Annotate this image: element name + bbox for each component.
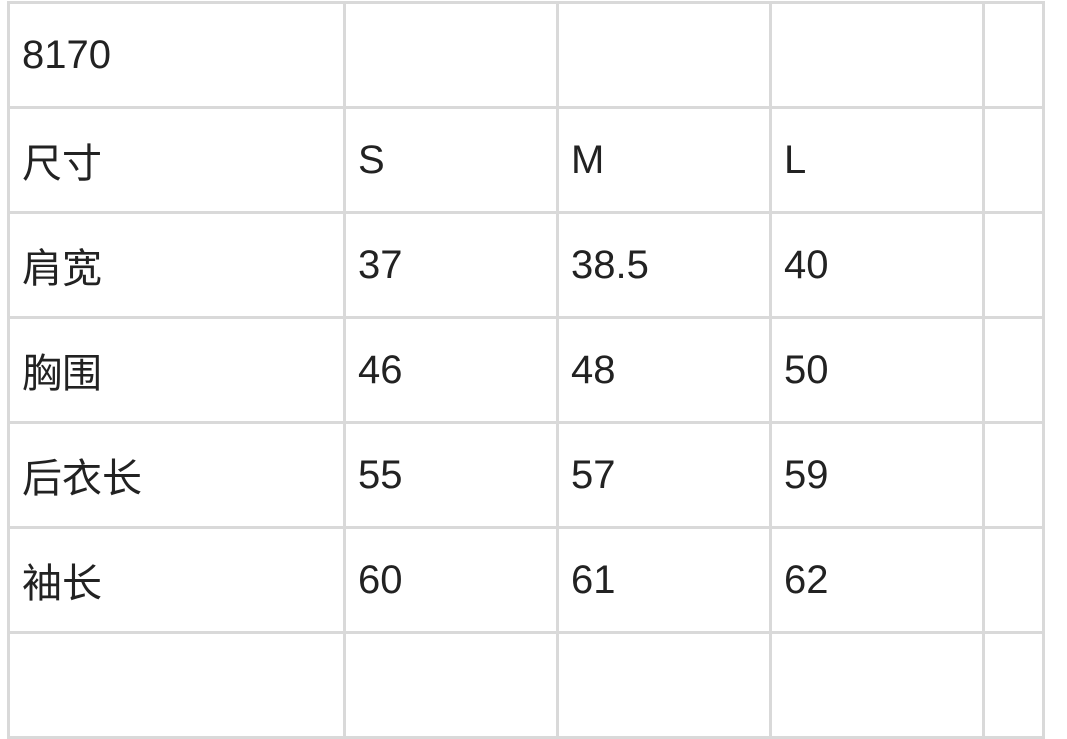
table-cell[interactable] xyxy=(982,631,1045,739)
table-row xyxy=(7,631,1045,739)
table-row: 尺寸 S M L xyxy=(7,106,1045,214)
table-cell[interactable]: 肩宽 xyxy=(7,211,346,319)
table-cell[interactable]: 袖长 xyxy=(7,526,346,634)
table-cell[interactable] xyxy=(556,1,772,109)
size-chart-table: 8170 尺寸 S M L 肩宽 37 38.5 40 胸围 46 48 50 后衣长 55 57 59 袖长 60… xyxy=(7,1,1045,739)
table-row: 胸围 46 48 50 xyxy=(7,316,1045,424)
table-row: 后衣长 55 57 59 xyxy=(7,421,1045,529)
table-cell[interactable] xyxy=(982,211,1045,319)
table-cell[interactable]: 37 xyxy=(343,211,559,319)
table-cell[interactable]: 46 xyxy=(343,316,559,424)
table-row: 袖长 60 61 62 xyxy=(7,526,1045,634)
table-cell[interactable] xyxy=(343,631,559,739)
table-row: 肩宽 37 38.5 40 xyxy=(7,211,1045,319)
table-cell[interactable]: 59 xyxy=(769,421,985,529)
table-cell[interactable]: 61 xyxy=(556,526,772,634)
table-cell[interactable] xyxy=(982,316,1045,424)
table-cell[interactable] xyxy=(343,1,559,109)
table-cell[interactable] xyxy=(982,106,1045,214)
table-cell[interactable] xyxy=(982,421,1045,529)
table-cell[interactable]: S xyxy=(343,106,559,214)
table-row: 8170 xyxy=(7,1,1045,109)
table-cell[interactable] xyxy=(769,631,985,739)
table-cell[interactable]: 40 xyxy=(769,211,985,319)
table-cell[interactable] xyxy=(7,631,346,739)
table-cell[interactable]: 后衣长 xyxy=(7,421,346,529)
table-cell[interactable] xyxy=(982,1,1045,109)
table-cell[interactable]: 50 xyxy=(769,316,985,424)
table-cell[interactable]: 38.5 xyxy=(556,211,772,319)
table-cell[interactable]: 48 xyxy=(556,316,772,424)
table-cell[interactable]: 60 xyxy=(343,526,559,634)
table-cell[interactable]: 胸围 xyxy=(7,316,346,424)
table-cell[interactable] xyxy=(982,526,1045,634)
table-cell[interactable]: 62 xyxy=(769,526,985,634)
table-cell[interactable]: 55 xyxy=(343,421,559,529)
table-cell[interactable] xyxy=(556,631,772,739)
table-cell[interactable]: M xyxy=(556,106,772,214)
table-cell[interactable]: 57 xyxy=(556,421,772,529)
table-cell[interactable] xyxy=(769,1,985,109)
table-cell[interactable]: 8170 xyxy=(7,1,346,109)
table-cell[interactable]: 尺寸 xyxy=(7,106,346,214)
table-cell[interactable]: L xyxy=(769,106,985,214)
